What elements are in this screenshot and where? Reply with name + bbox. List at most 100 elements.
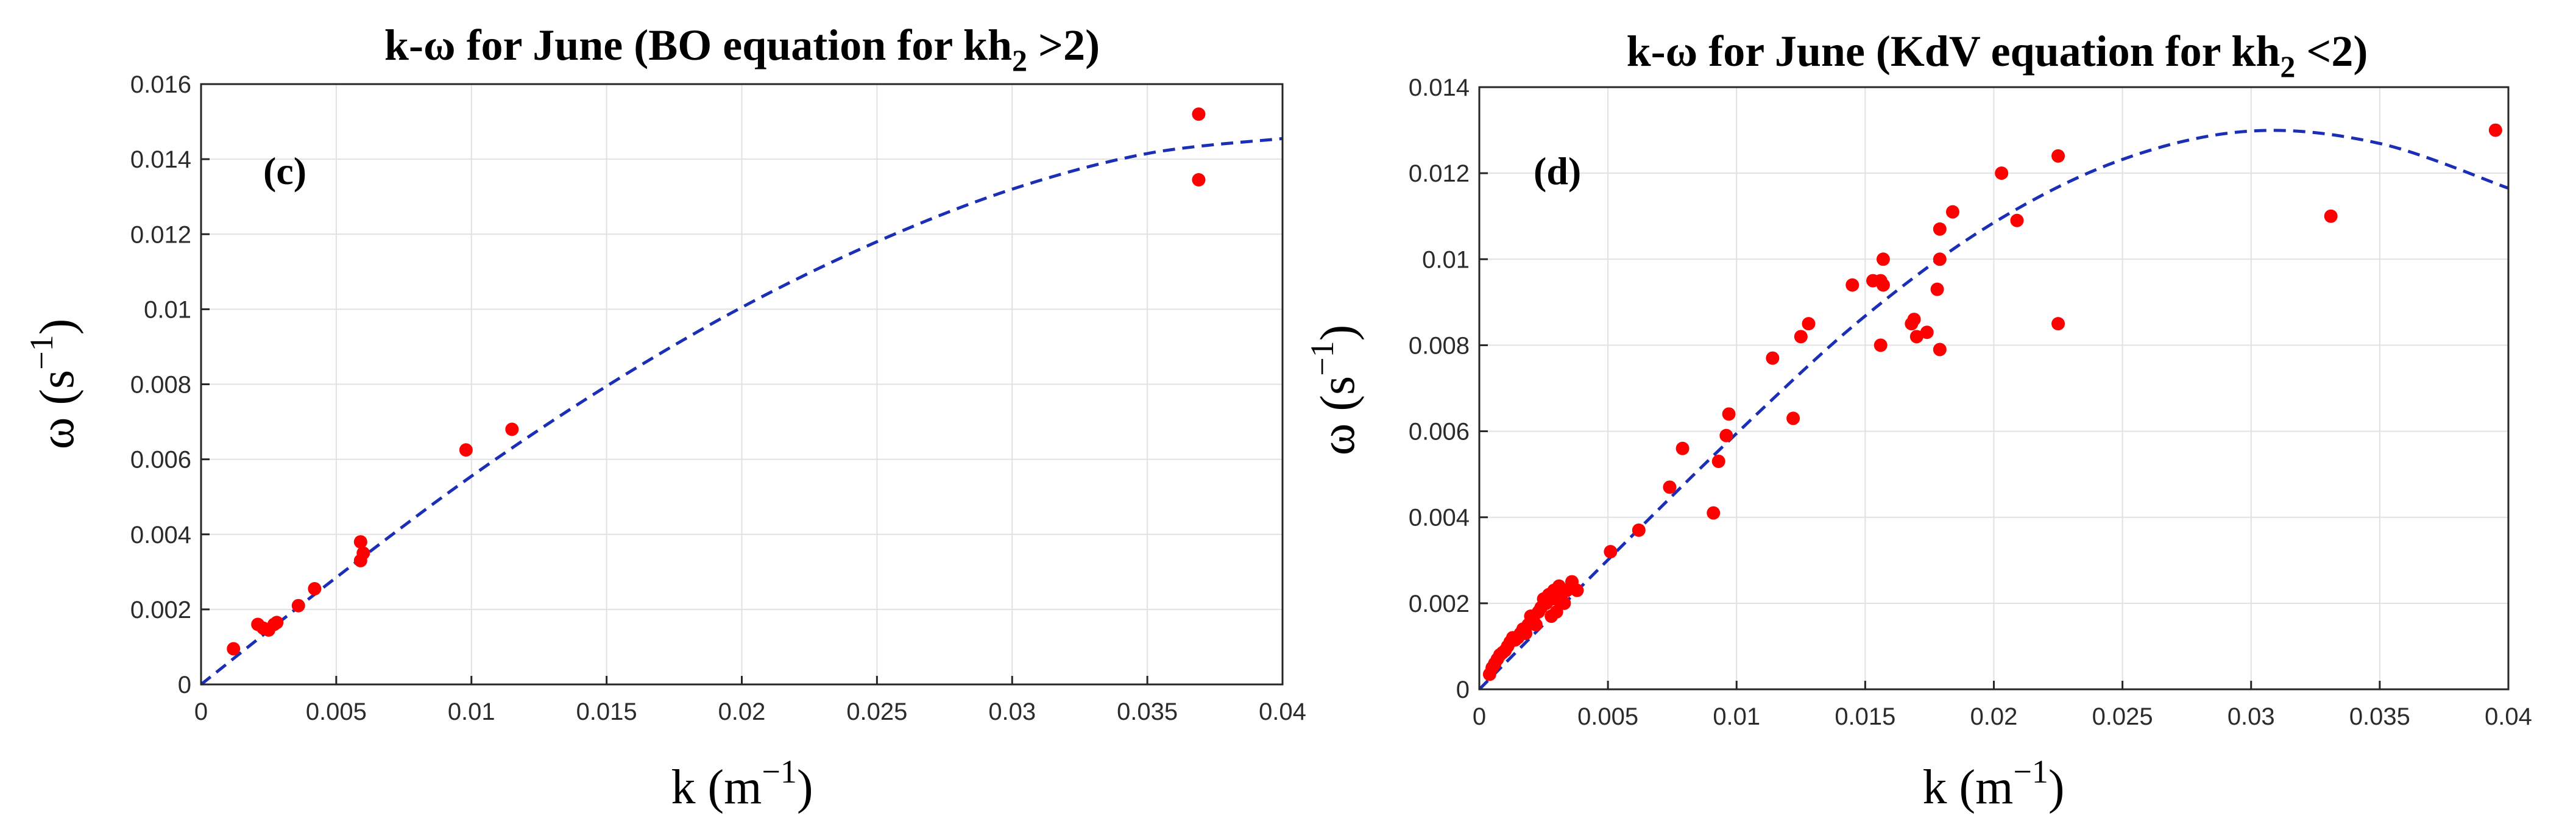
- data-points: [227, 107, 1206, 656]
- x-tick-label: 0.03: [2227, 703, 2275, 730]
- y-tick-labels: 0 0.002 0.004 0.006 0.008 0.01 0.012 0.014: [1409, 74, 1470, 703]
- y-tick-label: 0.006: [130, 447, 191, 474]
- chart-d: 0 0.005 0.01 0.015 0.02 0.025 0.03 0.035 0.04 00…: [1304, 27, 2532, 814]
- data-point: [308, 582, 322, 596]
- chart-title: k-ω for June (KdV equation for kh2 <2): [1627, 27, 2368, 83]
- y-axis-label-superscript: −1: [23, 335, 60, 369]
- x-tick-label: 0.025: [2092, 703, 2153, 730]
- data-point: [1907, 313, 1921, 327]
- data-point: [1529, 618, 1543, 632]
- data-point: [2324, 209, 2338, 223]
- y-tick-label: 0.008: [130, 372, 191, 399]
- data-point: [1663, 480, 1677, 494]
- data-point: [2051, 149, 2065, 163]
- data-point: [291, 598, 305, 613]
- data-point: [1192, 107, 1206, 121]
- y-tick-labels: 0 0.002 0.004 0.006 0.008 0.01 0.012 0.014 0.016: [130, 71, 191, 698]
- data-point: [1711, 454, 1725, 468]
- x-tick-labels: 0 0.005 0.01 0.015 0.02 0.025 0.03 0.035 0.04: [1473, 703, 2532, 730]
- x-axis-label-superscript: −1: [2013, 753, 2048, 790]
- y-tick-label: 0.006: [1409, 419, 1470, 446]
- data-point: [356, 546, 370, 560]
- fit-curve: [1478, 129, 2509, 691]
- data-point: [1995, 166, 2009, 180]
- x-tick-label: 0.04: [2485, 703, 2532, 730]
- data-point: [1933, 343, 1947, 357]
- data-point: [1909, 330, 1923, 344]
- x-tick-label: 0.005: [1577, 703, 1638, 730]
- y-tick-label: 0.012: [130, 221, 191, 248]
- y-axis-label-tail: ): [30, 319, 84, 335]
- panel-label: (d): [1534, 149, 1581, 193]
- x-tick-label: 0: [1473, 703, 1486, 730]
- data-point: [1570, 583, 1584, 597]
- panel-label: (c): [263, 149, 306, 193]
- data-point: [1766, 351, 1780, 365]
- y-tick-label: 0.008: [1409, 332, 1470, 359]
- x-tick-label: 0.03: [988, 698, 1036, 725]
- x-tick-label: 0.02: [718, 698, 766, 725]
- x-tick-label: 0.04: [1259, 698, 1306, 725]
- x-tick-label: 0.015: [576, 698, 637, 725]
- data-point: [1794, 330, 1808, 344]
- data-point: [227, 642, 241, 656]
- data-point: [1920, 325, 1934, 339]
- chart-title: k-ω for June (BO equation for kh2 >2): [384, 21, 1100, 77]
- fit-curve: [200, 137, 1283, 686]
- y-tick-label: 0.002: [1409, 591, 1470, 617]
- data-point: [1876, 252, 1890, 266]
- y-tick-label: 0.014: [130, 146, 191, 173]
- y-axis-label: ω (s−1): [23, 319, 84, 450]
- x-axis-label-tail: ): [797, 761, 813, 814]
- x-tick-label: 0.02: [1970, 703, 2018, 730]
- y-tick-label: 0.014: [1409, 74, 1470, 101]
- title-tail: <2): [2295, 27, 2368, 76]
- x-axis-label: k (m−1): [1923, 753, 2065, 814]
- data-point: [353, 535, 367, 549]
- data-point: [1933, 222, 1947, 236]
- data-points: [1482, 123, 2502, 681]
- data-point: [2051, 317, 2065, 331]
- x-tick-label: 0.035: [1117, 698, 1178, 725]
- data-point: [1719, 428, 1733, 442]
- y-tick-label: 0.016: [130, 71, 191, 98]
- data-point: [1845, 278, 1859, 292]
- x-tick-label: 0: [194, 698, 208, 725]
- x-tick-label: 0.035: [2349, 703, 2410, 730]
- data-point: [1802, 317, 1816, 331]
- data-point: [1933, 252, 1947, 266]
- title-subscript: 2: [1012, 43, 1027, 77]
- data-point: [1874, 338, 1888, 352]
- data-point: [1549, 605, 1563, 619]
- x-tick-label: 0.01: [1713, 703, 1760, 730]
- y-tick-label: 0: [178, 672, 191, 698]
- y-tick-label: 0: [1456, 677, 1470, 703]
- x-axis-label-tail: ): [2048, 761, 2065, 814]
- data-point: [1786, 411, 1800, 425]
- data-point: [1707, 506, 1721, 520]
- data-point: [1876, 278, 1890, 292]
- y-tick-label: 0.01: [1422, 246, 1470, 273]
- x-tick-label: 0.015: [1835, 703, 1895, 730]
- data-point: [1675, 441, 1690, 455]
- data-point: [1557, 596, 1571, 610]
- title-tail: >2): [1027, 21, 1100, 69]
- y-tick-label: 0.002: [130, 597, 191, 623]
- data-point: [1945, 205, 1959, 219]
- data-point: [270, 616, 284, 630]
- data-point: [2488, 123, 2502, 137]
- y-tick-label: 0.004: [1409, 505, 1470, 531]
- title-subscript: 2: [2280, 49, 2295, 83]
- data-point: [1930, 282, 1944, 296]
- x-tick-labels: 0 0.005 0.01 0.015 0.02 0.025 0.03 0.035 0.04: [194, 698, 1306, 725]
- x-axis-label: k (m−1): [671, 753, 813, 814]
- axes-frame: [200, 83, 1284, 686]
- y-axis-label-superscript: −1: [1304, 341, 1340, 375]
- data-point: [459, 443, 473, 457]
- y-axis-label: ω (s−1): [1304, 325, 1365, 456]
- y-tick-label: 0.004: [130, 522, 191, 549]
- y-tick-label: 0.012: [1409, 160, 1470, 187]
- data-point: [1722, 407, 1736, 421]
- data-point: [1192, 172, 1206, 186]
- data-point: [2010, 213, 2024, 227]
